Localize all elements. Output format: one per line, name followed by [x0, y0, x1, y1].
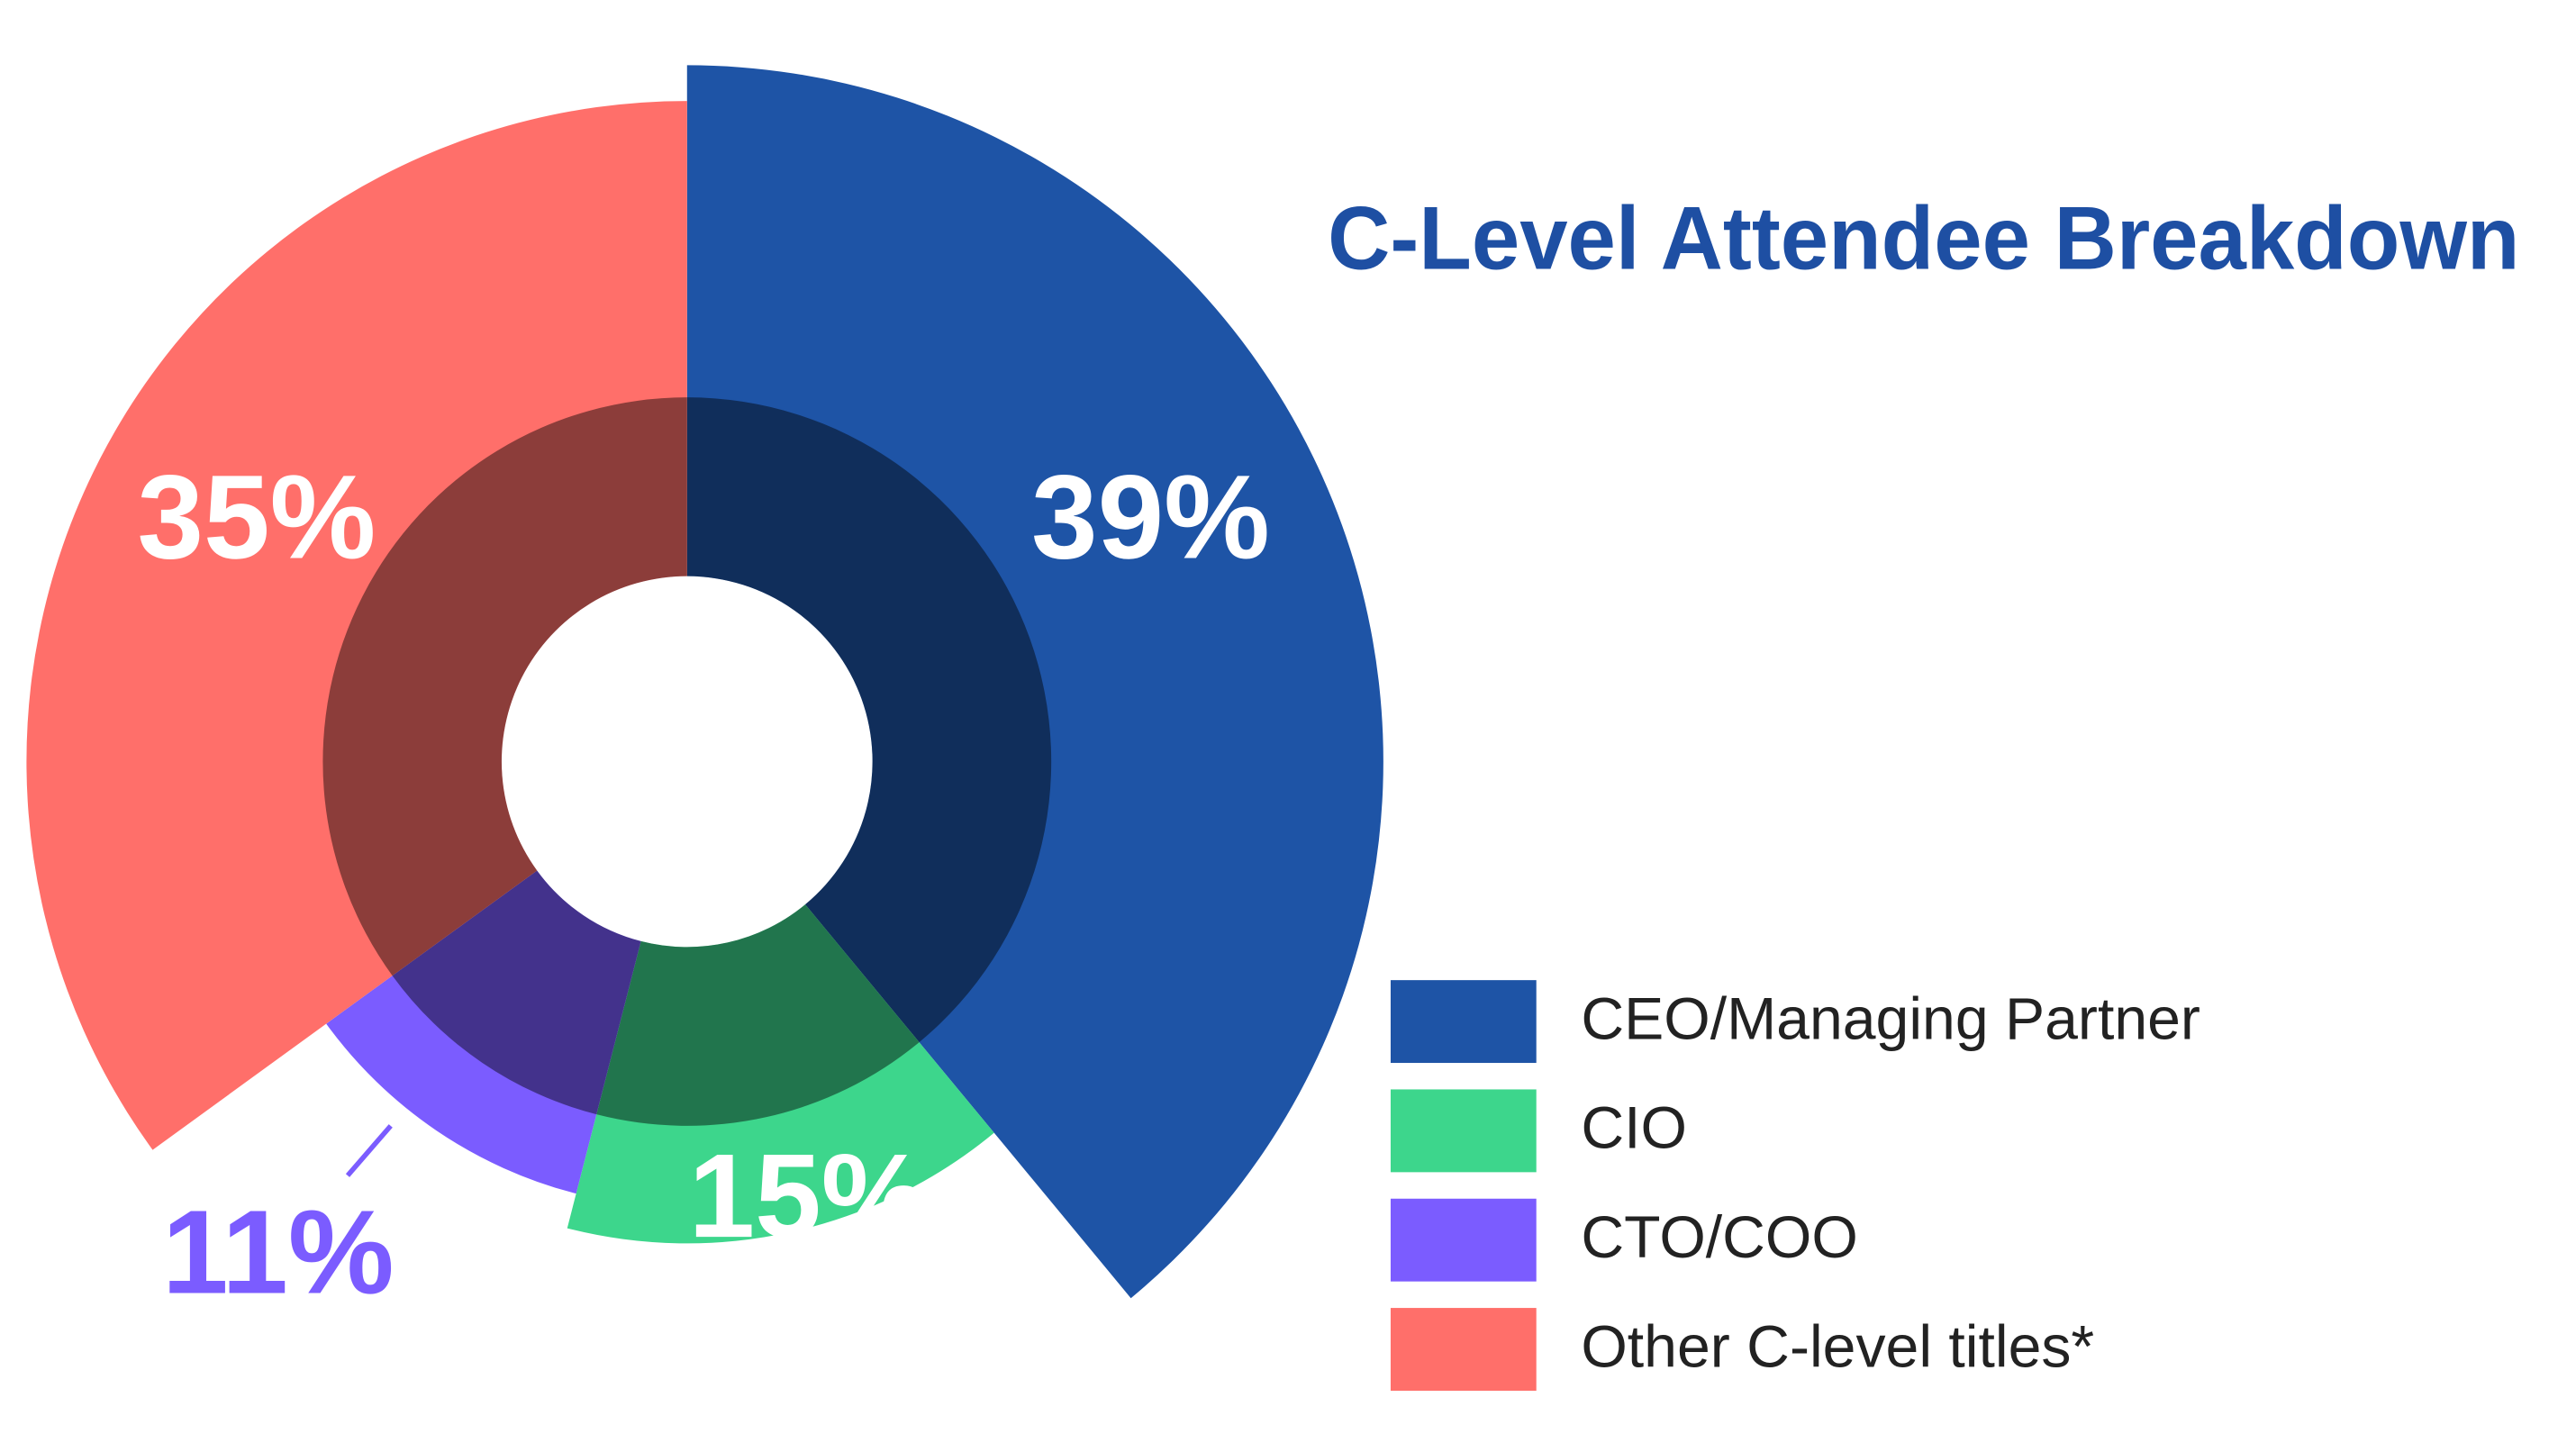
value-label: 15%: [689, 1130, 928, 1263]
legend-swatch: [1390, 1198, 1537, 1282]
legend-text: Other C-level titles*: [1581, 1313, 2094, 1380]
legend-text: CEO/Managing Partner: [1581, 985, 2200, 1052]
labels: 39% 15% 11% 35%: [137, 450, 1269, 1319]
legend-swatch: [1390, 980, 1537, 1064]
value-label: 35%: [137, 450, 376, 584]
legend: CEO/Managing Partner CIO CTO/COO Other C-le…: [1390, 980, 2200, 1391]
wedges: [26, 65, 1383, 1299]
wedge-shade: [596, 904, 920, 1126]
wedge-shade: [322, 397, 687, 976]
legend-text: CTO/COO: [1581, 1204, 1858, 1271]
leader-line: [345, 1124, 393, 1177]
wedge-shade: [392, 870, 641, 1115]
wedge: [686, 65, 1383, 1299]
wedge: [326, 870, 641, 1194]
wedge-shade: [686, 397, 1052, 1043]
chart-title: C-Level Attendee Breakdown: [1328, 188, 2519, 288]
wedge: [567, 904, 994, 1244]
value-label: 11%: [162, 1186, 395, 1320]
value-label: 39%: [1031, 450, 1270, 584]
legend-swatch: [1390, 1308, 1537, 1391]
legend-swatch: [1390, 1089, 1537, 1173]
wedge: [26, 101, 687, 1150]
legend-text: CIO: [1581, 1095, 1687, 1162]
